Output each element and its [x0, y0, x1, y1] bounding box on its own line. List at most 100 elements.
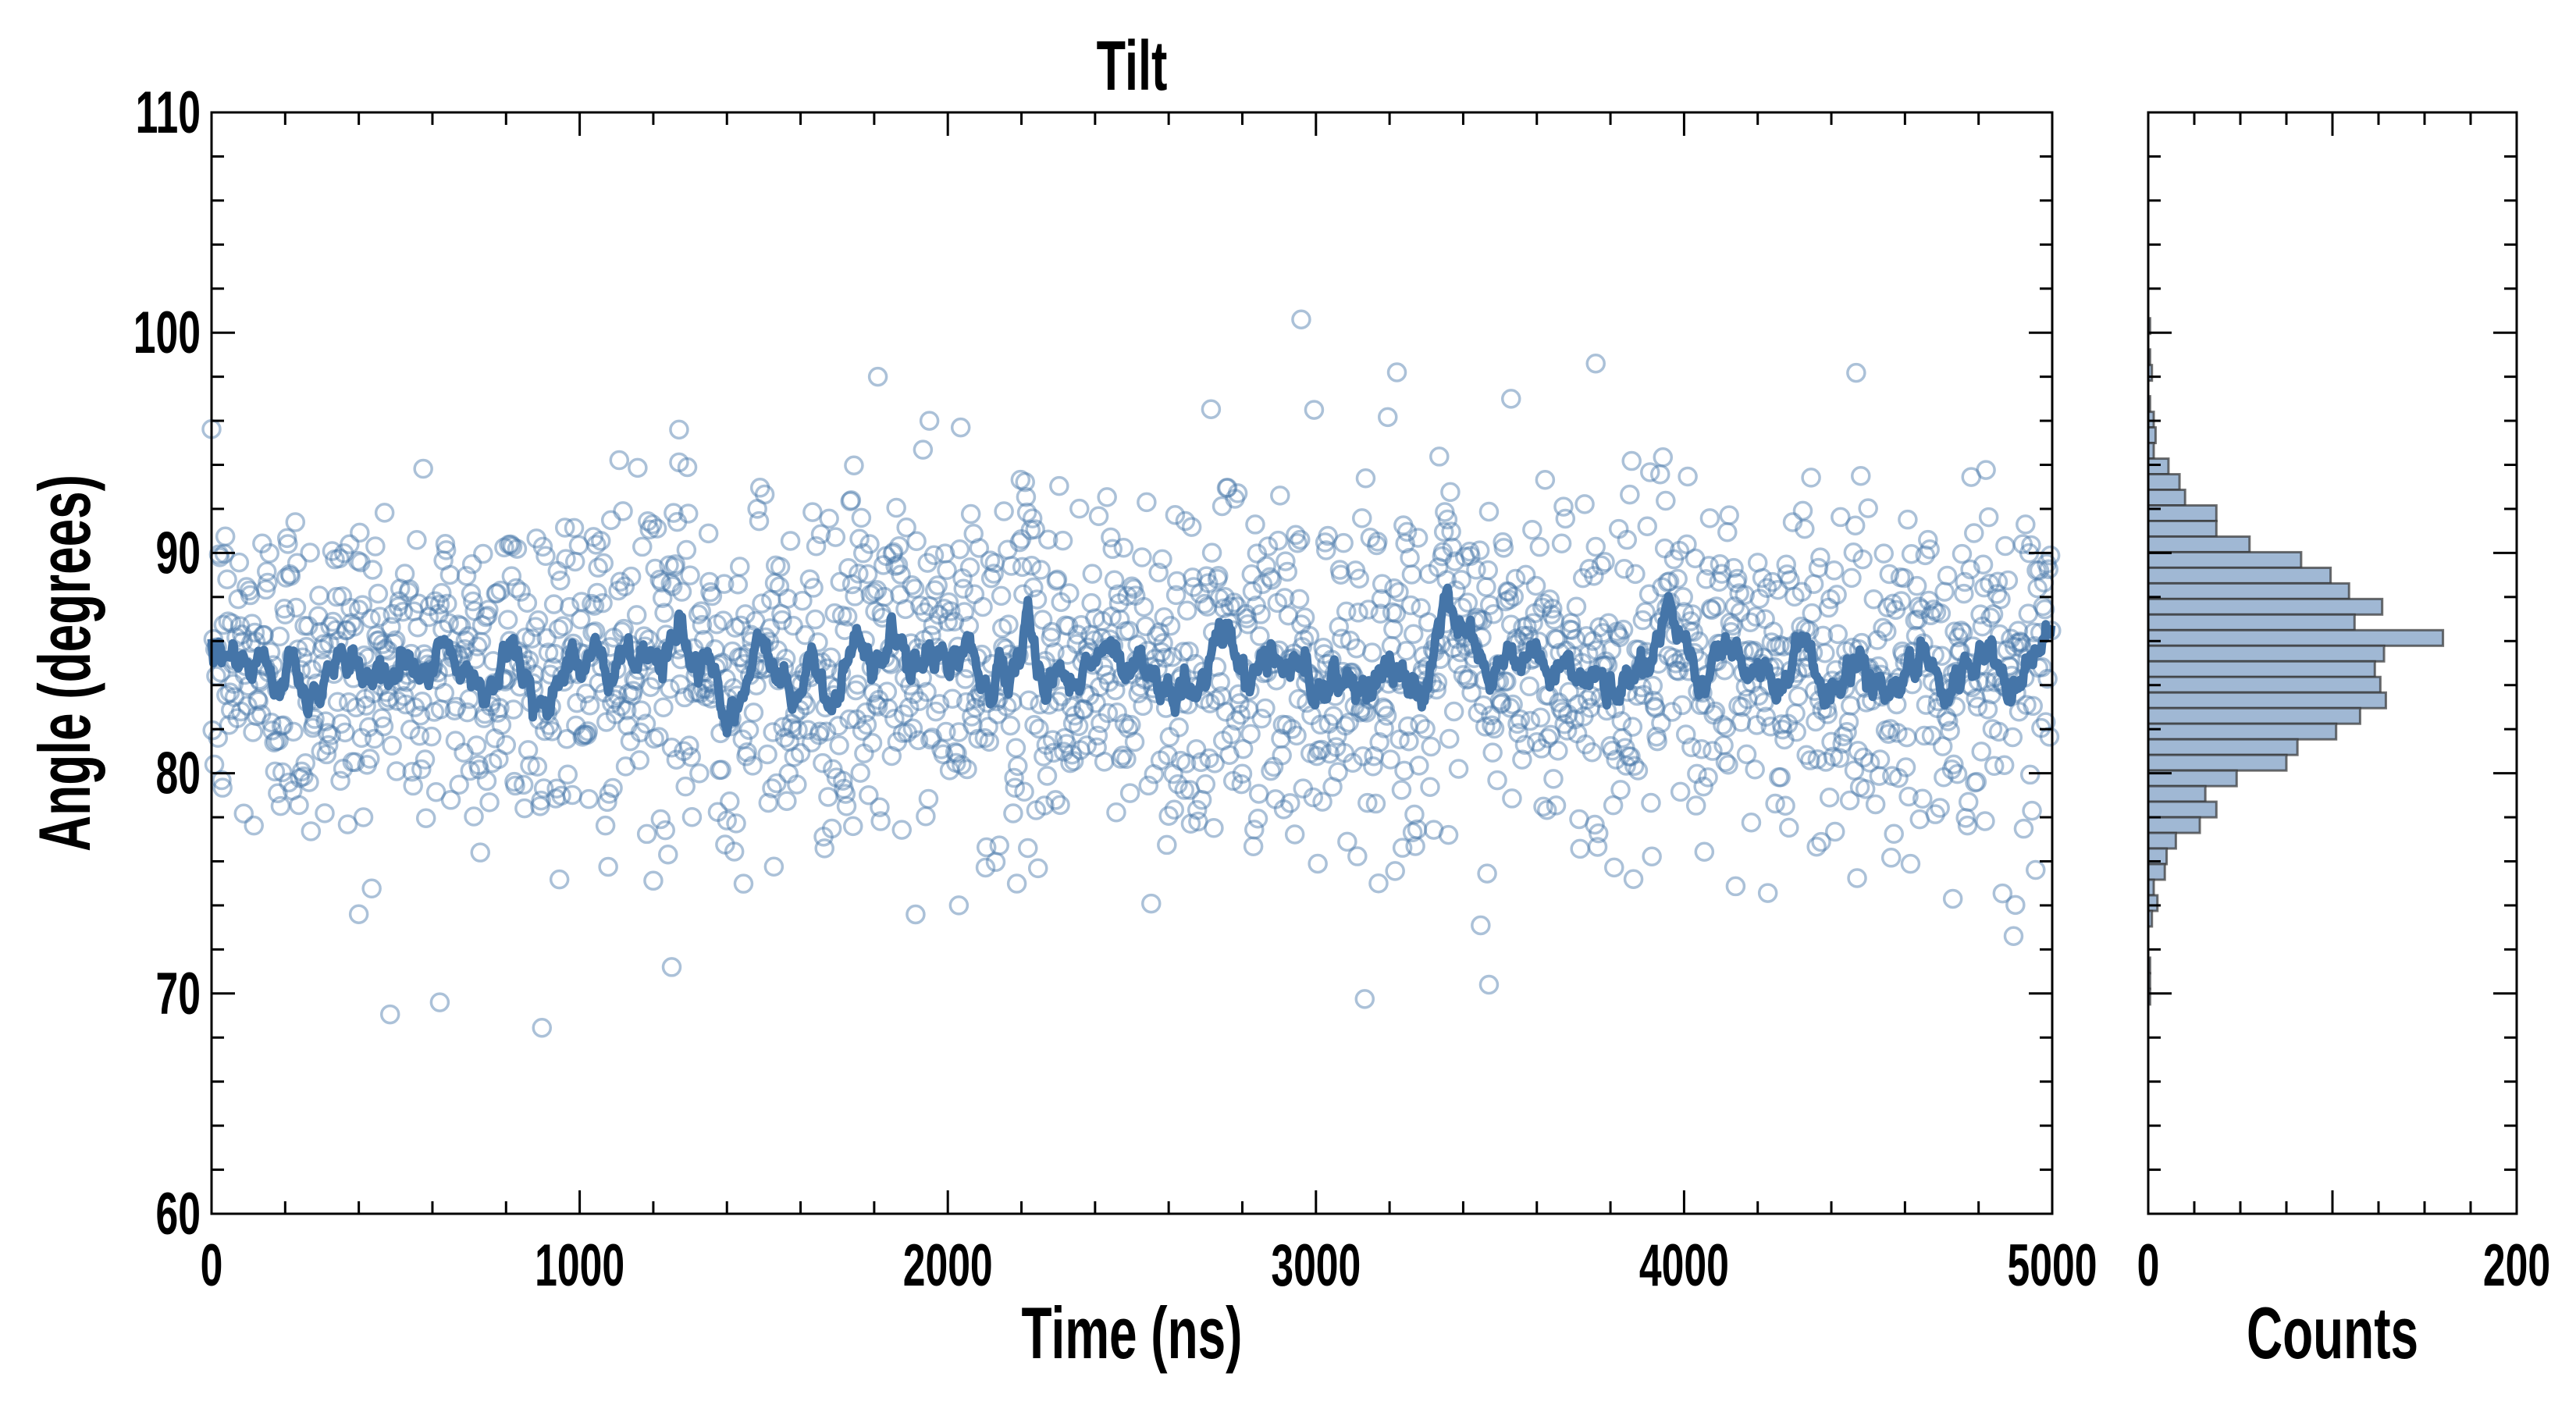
scatter-point [933, 744, 954, 765]
scatter-point [1970, 604, 1991, 624]
scatter-point [1144, 763, 1165, 784]
scatter-point [1423, 820, 1444, 840]
scatter-point [382, 603, 404, 624]
scatter-point [1613, 619, 1634, 640]
scatter-point [579, 695, 600, 716]
scatter-point [1455, 546, 1475, 567]
scatter-point [1844, 760, 1865, 781]
scatter-point [1348, 603, 1368, 623]
scatter-point [1782, 512, 1803, 532]
scatter-point [2012, 534, 2033, 554]
scatter-point [1219, 745, 1240, 765]
scatter-point [1087, 737, 1107, 758]
scatter-point [2007, 632, 2027, 653]
scatter-point [790, 742, 811, 763]
scatter-point [1574, 706, 1594, 727]
scatter-point [819, 508, 839, 529]
scatter-point [240, 632, 262, 653]
scatter-point [577, 724, 597, 745]
scatter-point [1350, 699, 1372, 719]
histogram-bar [2147, 831, 2177, 850]
scatter-point [729, 557, 750, 577]
scatter-point [698, 523, 719, 544]
scatter-point [1770, 635, 1790, 656]
scatter-point [578, 721, 598, 742]
scatter-point [905, 578, 925, 599]
scatter-point [1757, 883, 1778, 903]
scatter-point [806, 535, 827, 557]
scatter-point [1795, 518, 1815, 539]
scatter-point [1827, 624, 1848, 645]
scatter-point [458, 626, 479, 646]
scatter-point [1765, 793, 1785, 814]
scatter-point [760, 618, 781, 638]
scatter-point [884, 709, 905, 729]
scatter-point [1371, 589, 1392, 610]
scatter-point [828, 716, 849, 736]
scatter-point [547, 560, 568, 582]
scatter-point [1882, 766, 1902, 786]
scatter-point [1097, 487, 1117, 507]
scatter-point [1710, 554, 1731, 574]
scatter-point [691, 601, 711, 621]
scatter-point [1981, 684, 2001, 705]
scatter-point [352, 595, 373, 615]
histogram-bar [2147, 535, 2251, 553]
scatter-point [230, 701, 251, 722]
scatter-point [655, 820, 675, 841]
scatter-point [1777, 713, 1799, 735]
scatter-point [1752, 567, 1773, 589]
scatter-point [1013, 584, 1034, 604]
scatter-point [918, 788, 939, 809]
scatter-point [489, 698, 510, 718]
scatter-point [1958, 791, 1979, 813]
scatter-point [1250, 626, 1270, 646]
scatter-point [553, 616, 574, 636]
scatter-point [347, 550, 368, 571]
scatter-point [1738, 689, 1758, 710]
scatter-point [1841, 695, 1861, 716]
scatter-point [549, 869, 570, 890]
scatter-point [265, 761, 286, 782]
scatter-point [636, 823, 657, 845]
scatter-point [1495, 591, 1516, 612]
scatter-point [1901, 544, 1922, 564]
scatter-point [1137, 492, 1157, 513]
scatter-point [1217, 478, 1238, 498]
scatter-point [1960, 559, 1980, 580]
scatter-point [1044, 742, 1064, 763]
scatter-point [1607, 624, 1628, 645]
scatter-point [1054, 742, 1074, 762]
scatter-point [315, 711, 336, 731]
scatter-point [823, 759, 843, 780]
scatter-point [389, 591, 410, 611]
scatter-point [1538, 728, 1558, 749]
scatter-point [1119, 621, 1140, 641]
scatter-point [1503, 694, 1523, 715]
scatter-point [1378, 407, 1398, 428]
scatter-point [1461, 682, 1482, 703]
scatter-point [1027, 858, 1048, 879]
scatter-point [1157, 834, 1177, 855]
scatter-point [1491, 694, 1511, 714]
y-tick-label: 60 [156, 1180, 201, 1247]
scatter-point [757, 744, 777, 765]
scatter-point [774, 727, 795, 748]
scatter-point [1586, 640, 1607, 660]
scatter-point [843, 816, 863, 837]
scatter-point [2009, 631, 2030, 652]
scatter-point [445, 731, 466, 751]
scatter-point [763, 722, 783, 742]
scatter-point [1448, 759, 1469, 779]
scatter-point [1744, 640, 1764, 661]
scatter-point [1409, 756, 1429, 776]
scatter-point [1944, 621, 1965, 642]
scatter-point [1057, 645, 1078, 665]
scatter-point [1628, 760, 1649, 781]
histogram-bar [2147, 894, 2159, 912]
scatter-point [883, 542, 904, 563]
scatter-point [1313, 637, 1333, 658]
scatter-point [664, 503, 684, 523]
scatter-point [1260, 567, 1280, 588]
scatter-point [1150, 750, 1171, 770]
